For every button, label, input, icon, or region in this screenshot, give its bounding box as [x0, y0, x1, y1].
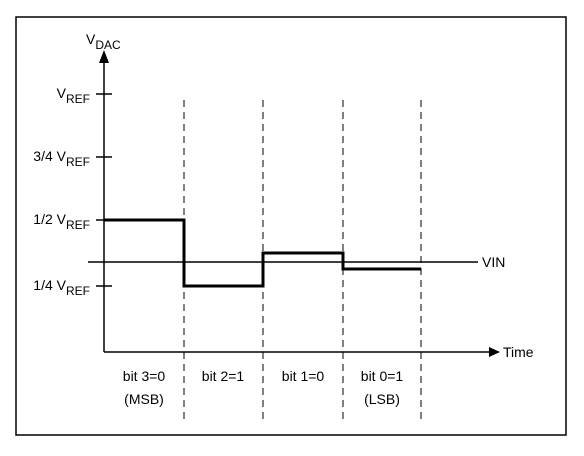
tick-label-1-4-vref: 1/4 VREF [33, 277, 90, 298]
tick-label-vref: VREF [57, 85, 90, 106]
bit0-label: bit 0=1 [361, 368, 404, 384]
tick-label-3-4-vref: 3/4 VREF [33, 148, 90, 169]
x-axis-label: Time [503, 344, 534, 360]
y-ticks: VREF 3/4 VREF 1/2 VREF 1/4 VREF [33, 85, 112, 298]
bit2-label: bit 2=1 [202, 368, 245, 384]
dac-output-staircase [104, 218, 421, 288]
bit-labels: bit 3=0 (MSB) bit 2=1 bit 1=0 bit 0=1 (L… [123, 368, 404, 407]
y-axis-label: VDAC [86, 31, 121, 52]
bit3-sublabel: (MSB) [124, 391, 164, 407]
diagram-frame [15, 16, 567, 436]
bit0-sublabel: (LSB) [364, 391, 400, 407]
x-axis-arrow [489, 347, 500, 357]
vin-label: VIN [482, 254, 505, 270]
y-axis-arrow [99, 50, 109, 63]
bit1-label: bit 1=0 [282, 368, 325, 384]
bit3-label: bit 3=0 [123, 368, 166, 384]
tick-label-1-2-vref: 1/2 VREF [33, 211, 90, 232]
